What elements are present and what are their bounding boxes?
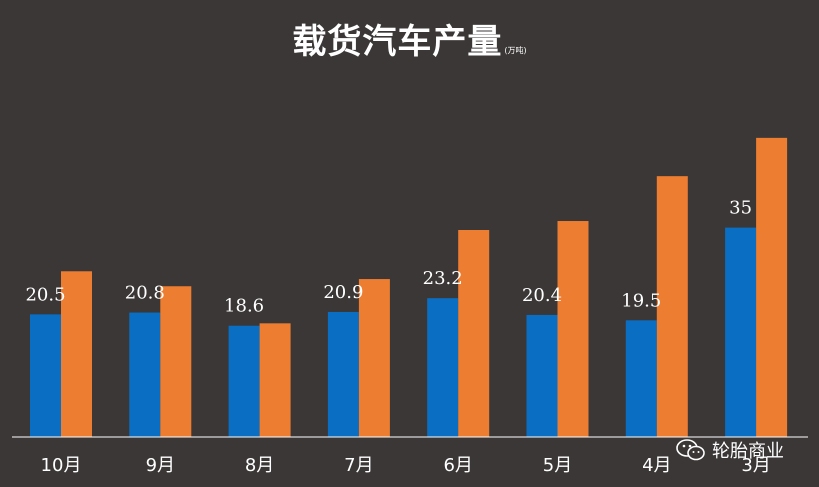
x-tick-label-6: 4月	[642, 455, 671, 476]
x-tick-label-5: 5月	[543, 455, 572, 476]
bar-0-5	[526, 314, 558, 437]
x-tick-label-0: 10月	[41, 455, 82, 476]
bar-0-3	[327, 311, 359, 437]
wechat-icon	[676, 439, 705, 461]
bar-1-5	[557, 221, 589, 437]
bar-0-7	[725, 227, 757, 437]
data-label-6: 19.5	[621, 290, 661, 311]
bar-1-4	[458, 229, 490, 437]
chart-title: 载货汽车产量	[292, 22, 503, 62]
data-label-4: 23.2	[423, 268, 463, 289]
x-tick-label-2: 8月	[245, 455, 274, 476]
bar-1-6	[656, 176, 688, 437]
watermark: 轮胎商业	[676, 437, 784, 463]
x-tick-label-7: 3月	[741, 455, 770, 476]
bar-1-1	[160, 286, 192, 437]
bars-group	[30, 137, 788, 438]
x-tick-labels: 10月 9月 8月 7月 6月 5月 4月 3月	[41, 455, 771, 476]
data-label-5: 20.4	[522, 285, 562, 306]
bar-1-3	[358, 279, 390, 437]
bar-1-7	[756, 137, 788, 438]
data-label-3: 20.9	[323, 282, 363, 303]
bar-0-0	[30, 314, 61, 437]
data-label-0: 20.5	[25, 284, 65, 305]
data-label-1: 20.8	[125, 283, 165, 304]
x-tick-label-3: 7月	[344, 455, 373, 476]
bar-1-0	[61, 271, 92, 437]
data-labels: 20.5 20.8 18.6 20.9 23.2 20.4 19.5 35	[25, 198, 752, 317]
bar-0-1	[129, 312, 161, 437]
chart-title-block: 载货汽车产量 (万吨)	[0, 14, 819, 63]
bar-0-4	[427, 298, 459, 437]
data-label-2: 18.6	[224, 296, 264, 317]
x-tick-label-4: 6月	[443, 455, 472, 476]
watermark-text: 轮胎商业	[712, 441, 784, 462]
bar-0-6	[625, 320, 657, 437]
x-tick-label-1: 9月	[146, 455, 175, 476]
bar-0-2	[228, 325, 260, 437]
data-label-7: 35	[729, 198, 752, 219]
chart-unit: (万吨)	[504, 46, 527, 55]
bar-1-2	[259, 323, 291, 437]
